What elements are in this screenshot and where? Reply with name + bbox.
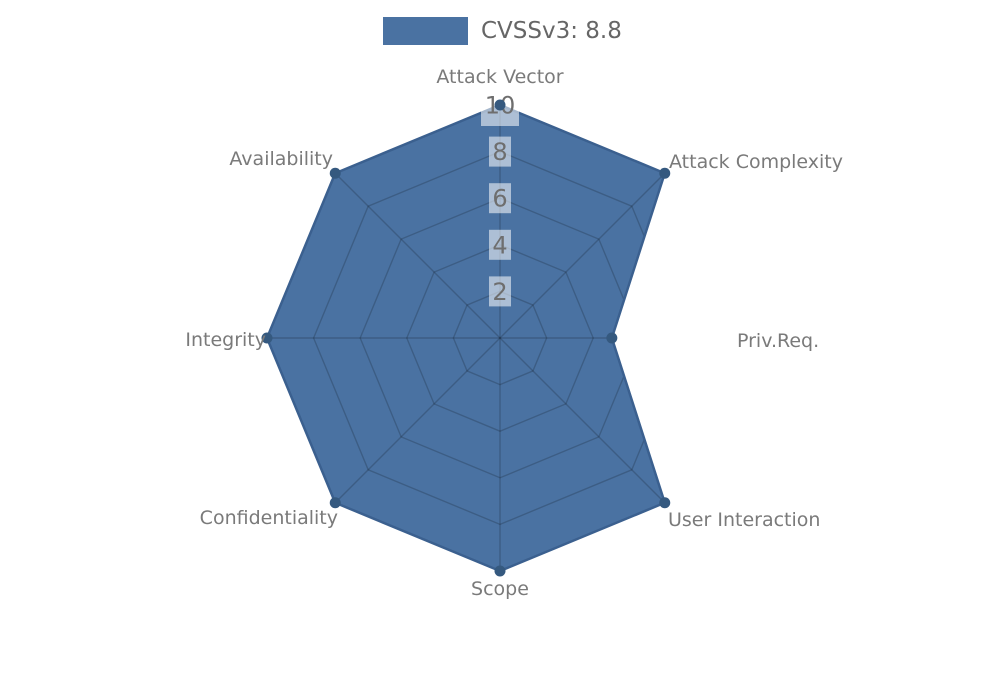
data-polygon-fill — [267, 105, 665, 571]
axis-line — [334, 172, 501, 339]
axis-line — [334, 337, 501, 504]
axis-label-user-interaction: User Interaction — [668, 509, 820, 531]
legend-label: CVSSv3: 8.8 — [481, 18, 622, 44]
data-point — [329, 167, 341, 179]
axis-label-integrity: Integrity — [185, 329, 266, 351]
data-point — [494, 565, 506, 577]
axis-line — [499, 172, 665, 339]
axis-label-confidentiality: Confidentiality — [200, 507, 338, 529]
chart-legend: CVSSv3: 8.8 — [383, 17, 622, 45]
data-point — [606, 332, 618, 344]
data-point — [659, 497, 671, 509]
axis-label-attack-complexity: Attack Complexity — [669, 151, 843, 173]
grid-ring — [406, 244, 594, 432]
tick-backdrop — [489, 229, 511, 260]
data-point — [659, 167, 671, 179]
tick-backdrop — [489, 136, 511, 167]
legend-swatch — [383, 17, 468, 45]
axis-line — [499, 337, 665, 504]
grid-ring — [452, 290, 548, 386]
axis-label-priv-req: Priv.Req. — [737, 330, 819, 352]
data-point — [261, 332, 273, 344]
tick-label: 8 — [492, 138, 507, 166]
data-point — [494, 99, 506, 111]
tick-backdrop — [489, 183, 511, 214]
data-point — [329, 497, 341, 509]
axis-label-attack-vector: Attack Vector — [436, 66, 563, 88]
grid-ring — [359, 197, 641, 479]
tick-backdrop — [489, 276, 511, 307]
axis-label-availability: Availability — [229, 148, 333, 170]
tick-label: 6 — [492, 185, 507, 213]
tick-label: 2 — [492, 278, 507, 306]
axis-label-scope: Scope — [471, 578, 529, 600]
tick-label: 4 — [492, 231, 507, 259]
